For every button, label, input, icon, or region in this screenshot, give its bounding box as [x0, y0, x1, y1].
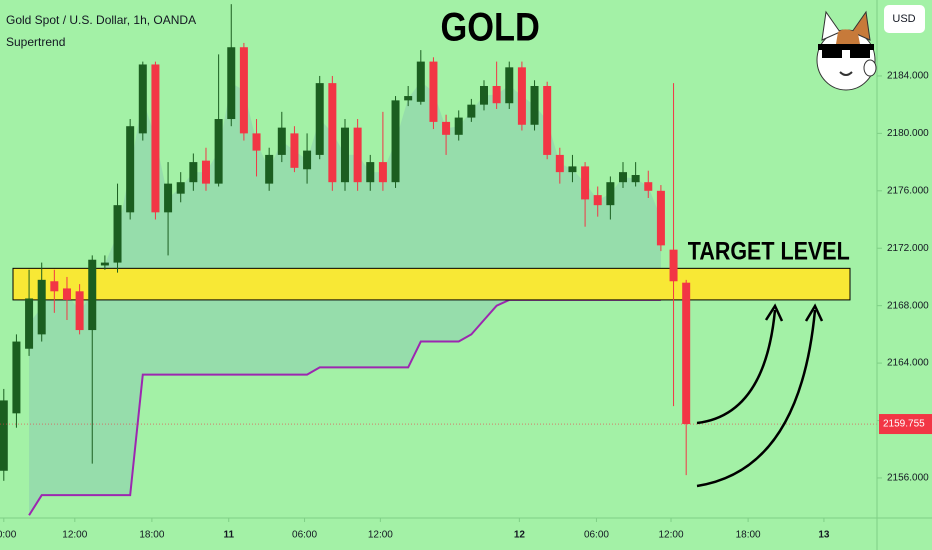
candle-body	[656, 190, 665, 246]
candle-body	[391, 100, 400, 183]
candle-body	[265, 154, 274, 184]
candle-body	[164, 183, 173, 213]
target-zone	[12, 267, 851, 301]
candle-body	[12, 341, 21, 414]
candle-body	[113, 205, 122, 263]
candle-body	[315, 83, 324, 155]
candle-body	[126, 126, 135, 213]
candle-body	[517, 67, 526, 125]
y-tick-label: 2156.000	[887, 473, 929, 484]
plot-area	[0, 4, 877, 516]
x-tick-label: 12	[514, 530, 526, 541]
candle-body	[618, 172, 627, 183]
candle-body	[593, 195, 602, 206]
candle-body	[606, 182, 615, 206]
candle-body	[303, 150, 312, 170]
candle-body	[568, 166, 577, 173]
candle-body	[138, 64, 147, 134]
candle-body	[353, 127, 362, 183]
cat-avatar	[816, 10, 877, 91]
last-price-label: 2159.755	[883, 419, 925, 430]
candle-body	[340, 127, 349, 183]
indicator-label: Supertrend	[6, 35, 65, 49]
y-tick-label: 2180.000	[887, 128, 929, 139]
candle-body	[454, 117, 463, 135]
candle-body	[505, 67, 514, 104]
arrows	[696, 303, 824, 488]
candle-body	[189, 162, 198, 183]
candle-body	[682, 282, 691, 425]
x-tick-label: 13	[818, 530, 830, 541]
candle-body	[328, 83, 337, 183]
x-tick-label: 18:00	[736, 530, 761, 541]
candle-body	[227, 47, 236, 120]
candle-body	[631, 175, 640, 183]
candle-body	[492, 85, 501, 104]
candle-body	[239, 47, 248, 134]
candle-body	[404, 96, 413, 101]
candle-body	[252, 133, 261, 151]
candle-body	[378, 162, 387, 183]
y-tick-label: 2168.000	[887, 300, 929, 311]
x-tick-label: 18:00	[139, 530, 164, 541]
candle-body	[416, 61, 425, 102]
candle-body	[277, 127, 286, 155]
candle-body	[530, 85, 539, 125]
candle-body	[0, 400, 8, 471]
candle-body	[543, 85, 552, 155]
candle-body	[62, 288, 71, 300]
x-tick-label: 00:00	[0, 530, 17, 541]
candle-body	[290, 133, 299, 168]
symbol-label: Gold Spot / U.S. Dollar, 1h, OANDA	[6, 13, 196, 27]
y-tick-label: 2184.000	[887, 71, 929, 82]
annotation: TARGET LEVEL	[688, 237, 850, 265]
candle-body	[151, 64, 160, 213]
candle-body	[366, 162, 375, 183]
x-tick-label: 11	[223, 530, 234, 541]
y-tick-label: 2164.000	[887, 358, 929, 369]
candle-body	[479, 85, 488, 105]
candle-body	[429, 61, 438, 122]
candle-body	[50, 281, 59, 292]
candle-body	[442, 121, 451, 135]
candle-body	[669, 249, 678, 282]
candle-body	[25, 298, 34, 349]
x-tick-label: 12:00	[659, 530, 684, 541]
candle-body	[201, 160, 210, 184]
candle-body	[88, 259, 97, 331]
chart-title: GOLD	[441, 4, 540, 49]
candle-body	[644, 182, 653, 191]
candle-body	[581, 166, 590, 200]
candle-body	[75, 291, 84, 331]
x-tick-label: 06:00	[292, 530, 317, 541]
candle-body	[176, 182, 185, 194]
candle-body	[37, 279, 46, 335]
y-tick-label: 2176.000	[887, 185, 929, 196]
candle-body	[467, 104, 476, 118]
x-tick-label: 12:00	[62, 530, 87, 541]
y-tick-label: 2172.000	[887, 243, 929, 254]
last-price-box	[879, 414, 932, 435]
candle-body	[100, 262, 109, 266]
currency-button[interactable]	[884, 5, 925, 33]
x-tick-label: 06:00	[584, 530, 609, 541]
candle-body	[214, 119, 223, 184]
candle-body	[555, 154, 564, 173]
currency-label: USD	[892, 13, 915, 25]
x-tick-label: 12:00	[368, 530, 393, 541]
